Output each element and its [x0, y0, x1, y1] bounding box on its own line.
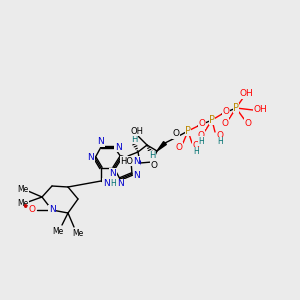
Text: H: H [131, 134, 137, 143]
Text: •: • [21, 200, 29, 214]
Text: H: H [198, 136, 204, 146]
Polygon shape [131, 161, 140, 165]
Text: Me: Me [17, 185, 28, 194]
Text: OH: OH [253, 106, 267, 115]
Text: Me: Me [52, 226, 64, 236]
Text: P: P [209, 115, 215, 125]
Text: O: O [172, 130, 179, 139]
Text: OH: OH [130, 127, 143, 136]
Text: N: N [133, 157, 140, 166]
Text: N: N [49, 206, 56, 214]
Text: N: N [98, 137, 104, 146]
Text: O: O [244, 118, 251, 127]
Text: N: N [115, 142, 122, 152]
Text: P: P [233, 103, 239, 113]
Text: O: O [176, 142, 182, 152]
Text: O: O [217, 131, 224, 140]
Text: N: N [118, 179, 124, 188]
Text: OH: OH [239, 89, 253, 98]
Text: HO: HO [121, 157, 134, 166]
Text: N: N [88, 154, 94, 163]
Text: Me: Me [17, 199, 28, 208]
Text: H: H [217, 137, 223, 146]
Text: H: H [149, 152, 155, 160]
Text: O: O [221, 118, 229, 127]
Text: O: O [223, 107, 230, 116]
Text: H: H [193, 148, 199, 157]
Text: Me: Me [72, 229, 84, 238]
Text: P: P [185, 126, 191, 136]
Text: O: O [199, 119, 206, 128]
Text: O: O [193, 142, 200, 151]
Polygon shape [157, 142, 166, 151]
Text: N: N [110, 169, 116, 178]
Text: O: O [197, 130, 205, 140]
Text: H: H [110, 178, 116, 188]
Text: O: O [151, 161, 158, 170]
Text: N: N [134, 170, 140, 179]
Text: O: O [28, 206, 35, 214]
Text: N: N [103, 178, 110, 188]
